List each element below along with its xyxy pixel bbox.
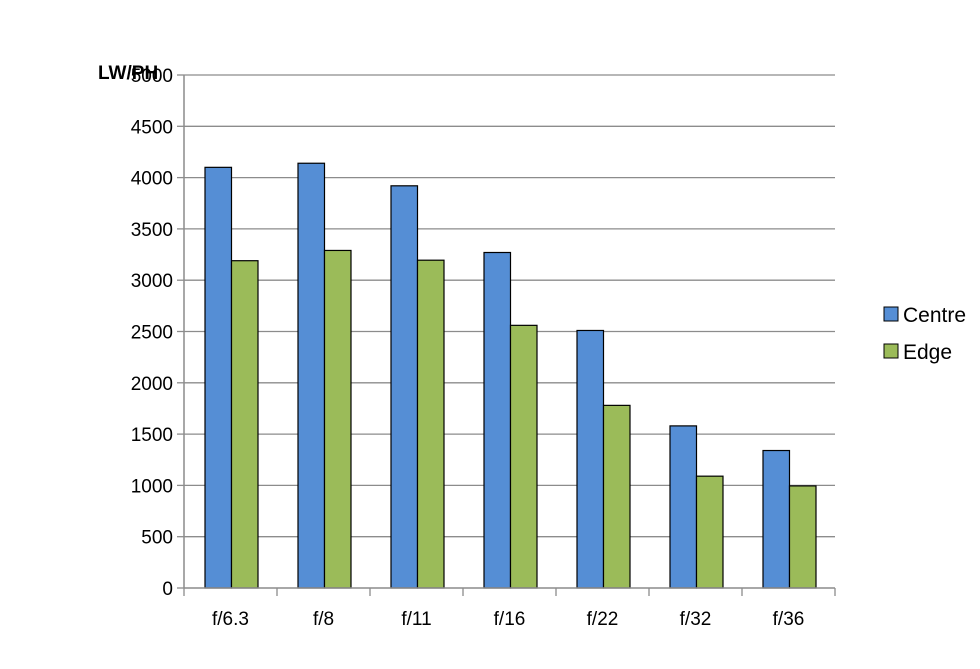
bar-edge-f11: [416, 259, 445, 589]
x-tick-label: f/8: [313, 609, 334, 630]
x-tick-label: f/32: [680, 609, 712, 630]
legend-swatch-centre: [883, 306, 899, 322]
x-tick-label: f/22: [587, 609, 619, 630]
legend-label-centre: Centre: [903, 304, 966, 327]
bar-centre-f16: [483, 251, 512, 589]
bar-edge-f8: [323, 249, 352, 589]
x-tick-label: f/11: [401, 609, 431, 630]
y-tick-label: 3000: [131, 271, 173, 292]
bar-centre-f11: [390, 185, 419, 589]
y-tick-label: 1000: [131, 476, 173, 497]
bars: [204, 162, 817, 589]
legend-swatch-edge: [883, 343, 899, 359]
y-tick-label: 4500: [131, 117, 173, 138]
y-tick-label: 500: [141, 528, 173, 549]
bar-edge-f16: [509, 324, 538, 589]
bar-centre-f8: [297, 162, 326, 589]
bar-centre-f22: [576, 329, 605, 589]
y-tick-label: 2500: [131, 323, 173, 344]
legend: Centre Edge: [883, 304, 966, 364]
axes: 0 500 1000 1500 2000 2500 3000 3500 4000 4500 5000…: [131, 66, 836, 630]
y-tick-label: 5000: [131, 66, 173, 87]
y-axis-label: LW/PH: [98, 63, 158, 84]
x-tick-label: f/6.3: [212, 609, 249, 630]
bar-edge-f32: [695, 475, 724, 589]
y-tick-label: 3500: [131, 220, 173, 241]
bar-edge-f63: [230, 260, 259, 589]
bar-edge-f22: [602, 404, 631, 589]
legend-label-edge: Edge: [903, 341, 952, 364]
bar-centre-f32: [669, 425, 698, 589]
x-tick-label: f/36: [773, 609, 805, 630]
x-tick-label: f/16: [494, 609, 526, 630]
y-tick-label: 4000: [131, 169, 173, 190]
bar-centre-f36: [762, 449, 791, 589]
y-tick-label: 1500: [131, 425, 173, 446]
y-tick-label: 2000: [131, 374, 173, 395]
y-tick-label: 0: [162, 579, 173, 600]
bar-centre-f63: [204, 166, 233, 589]
bar-edge-f36: [788, 485, 817, 589]
